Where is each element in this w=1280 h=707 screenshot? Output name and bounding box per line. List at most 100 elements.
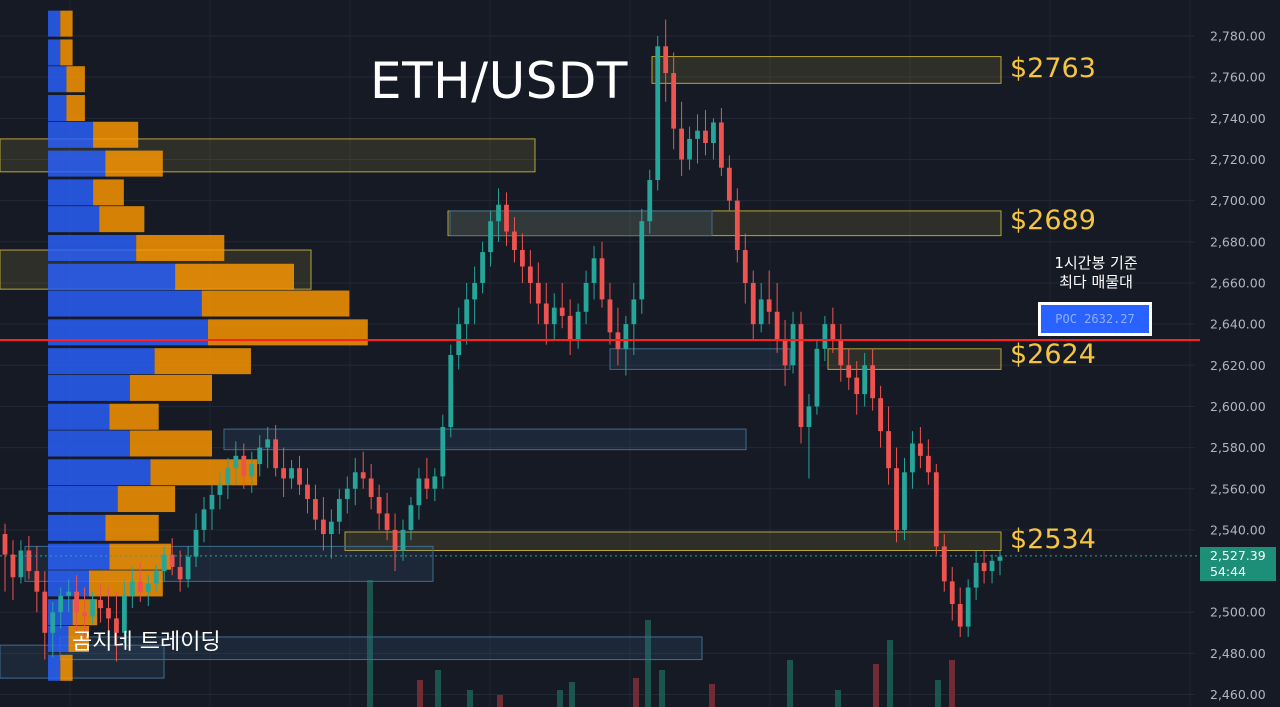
volume-bar <box>835 690 841 707</box>
profile-buy-bar <box>48 319 208 346</box>
profile-sell-bar <box>130 374 212 401</box>
price-tick-label: 2,720.00 <box>1210 152 1266 167</box>
volume-bar <box>633 678 639 707</box>
candle-body <box>631 299 637 325</box>
volume-bar <box>435 670 441 707</box>
candle-body <box>862 365 868 395</box>
poc-label-box[interactable]: POC 2632.27 <box>1038 302 1152 336</box>
profile-sell-bar <box>105 150 163 177</box>
volume-bar <box>467 690 473 707</box>
profile-buy-bar <box>48 430 130 457</box>
profile-buy-bar <box>48 39 61 66</box>
candle-body <box>488 221 493 253</box>
profile-sell-bar <box>99 206 145 233</box>
price-tick-label: 2,500.00 <box>1210 605 1266 620</box>
price-tick-label: 2,480.00 <box>1210 646 1266 661</box>
candle-body <box>599 258 605 300</box>
profile-buy-bar <box>48 234 137 261</box>
candle-body <box>58 595 64 613</box>
volume-bar <box>569 682 575 707</box>
profile-buy-bar <box>48 10 61 37</box>
profile-sell-bar <box>60 654 73 681</box>
profile-sell-bar <box>93 121 139 148</box>
candle-body <box>766 299 772 312</box>
candle-body <box>742 250 748 283</box>
candle-body <box>790 324 796 366</box>
level-label-2763: $2763 <box>1010 52 1096 84</box>
candle-body <box>440 427 446 477</box>
profile-sell-bar <box>154 348 251 375</box>
zone-box <box>651 56 1002 84</box>
volume-profile <box>48 10 368 681</box>
candle-body <box>400 529 406 551</box>
price-tick-label: 2,680.00 <box>1210 234 1266 249</box>
volume-bar <box>873 664 879 707</box>
candle-body <box>949 581 955 605</box>
last-price-tag[interactable]: 2,527.39 54:44 <box>1200 547 1276 581</box>
price-tick-label: 2,740.00 <box>1210 111 1266 126</box>
candle-body <box>50 612 56 633</box>
candle-body <box>496 204 501 222</box>
candle-body <box>734 200 740 251</box>
candle-body <box>535 282 541 304</box>
volume-bars <box>367 580 955 707</box>
candle-body <box>432 476 438 489</box>
price-tick-label: 2,780.00 <box>1210 29 1266 44</box>
level-label-2624: $2624 <box>1010 339 1096 371</box>
candle-body <box>448 354 454 428</box>
candle-body <box>726 167 732 201</box>
price-tick-label: 2,540.00 <box>1210 522 1266 537</box>
price-tick-label: 2,580.00 <box>1210 440 1266 455</box>
price-tick-label: 2,700.00 <box>1210 193 1266 208</box>
candle-body <box>153 571 159 584</box>
candle-body <box>2 534 8 555</box>
candle-body <box>233 455 239 469</box>
profile-buy-bar <box>48 403 110 430</box>
candle-body <box>26 550 32 572</box>
candle-body <box>854 377 860 395</box>
candle-body <box>249 464 255 477</box>
candle-body <box>782 340 788 366</box>
candle-body <box>82 612 87 617</box>
candle-body <box>894 468 899 530</box>
candle-body <box>352 472 358 489</box>
volume-bar <box>497 695 503 707</box>
candle-body <box>321 519 326 535</box>
profile-sell-bar <box>175 263 294 290</box>
candle-body <box>114 618 119 633</box>
candle-body <box>257 447 263 465</box>
candle-body <box>933 472 939 547</box>
candle-body <box>161 554 167 572</box>
candle-body <box>846 365 852 378</box>
candle-body <box>201 509 207 530</box>
profile-buy-bar <box>48 459 151 486</box>
candle-body <box>241 455 247 477</box>
candle-body <box>305 484 310 500</box>
poc-label: POC 2632.27 <box>1055 312 1135 326</box>
candle-body <box>42 591 48 633</box>
poc-annotation-line1: 1시간봉 기준 <box>1054 254 1138 272</box>
candle-body <box>591 258 597 283</box>
candle-body <box>567 315 573 341</box>
candle-body <box>830 324 836 341</box>
candle-body <box>918 443 923 456</box>
volume-bar <box>417 680 423 707</box>
candle-body <box>122 595 127 633</box>
profile-buy-bar <box>48 486 118 513</box>
candle-body <box>559 307 565 316</box>
candle-countdown: 54:44 <box>1210 564 1247 579</box>
candle-body <box>750 282 756 325</box>
price-tick-label: 2,620.00 <box>1210 358 1266 373</box>
price-tick-label: 2,760.00 <box>1210 70 1266 85</box>
candle-body <box>774 311 780 341</box>
volume-bar <box>557 690 563 707</box>
candle-body <box>543 303 549 325</box>
candle-body <box>639 221 645 300</box>
profile-buy-bar <box>48 290 202 317</box>
candle-body <box>344 488 350 500</box>
candle-body <box>336 499 342 522</box>
candle-body <box>910 443 915 473</box>
candle-body <box>273 439 279 469</box>
candle-body <box>360 472 366 479</box>
